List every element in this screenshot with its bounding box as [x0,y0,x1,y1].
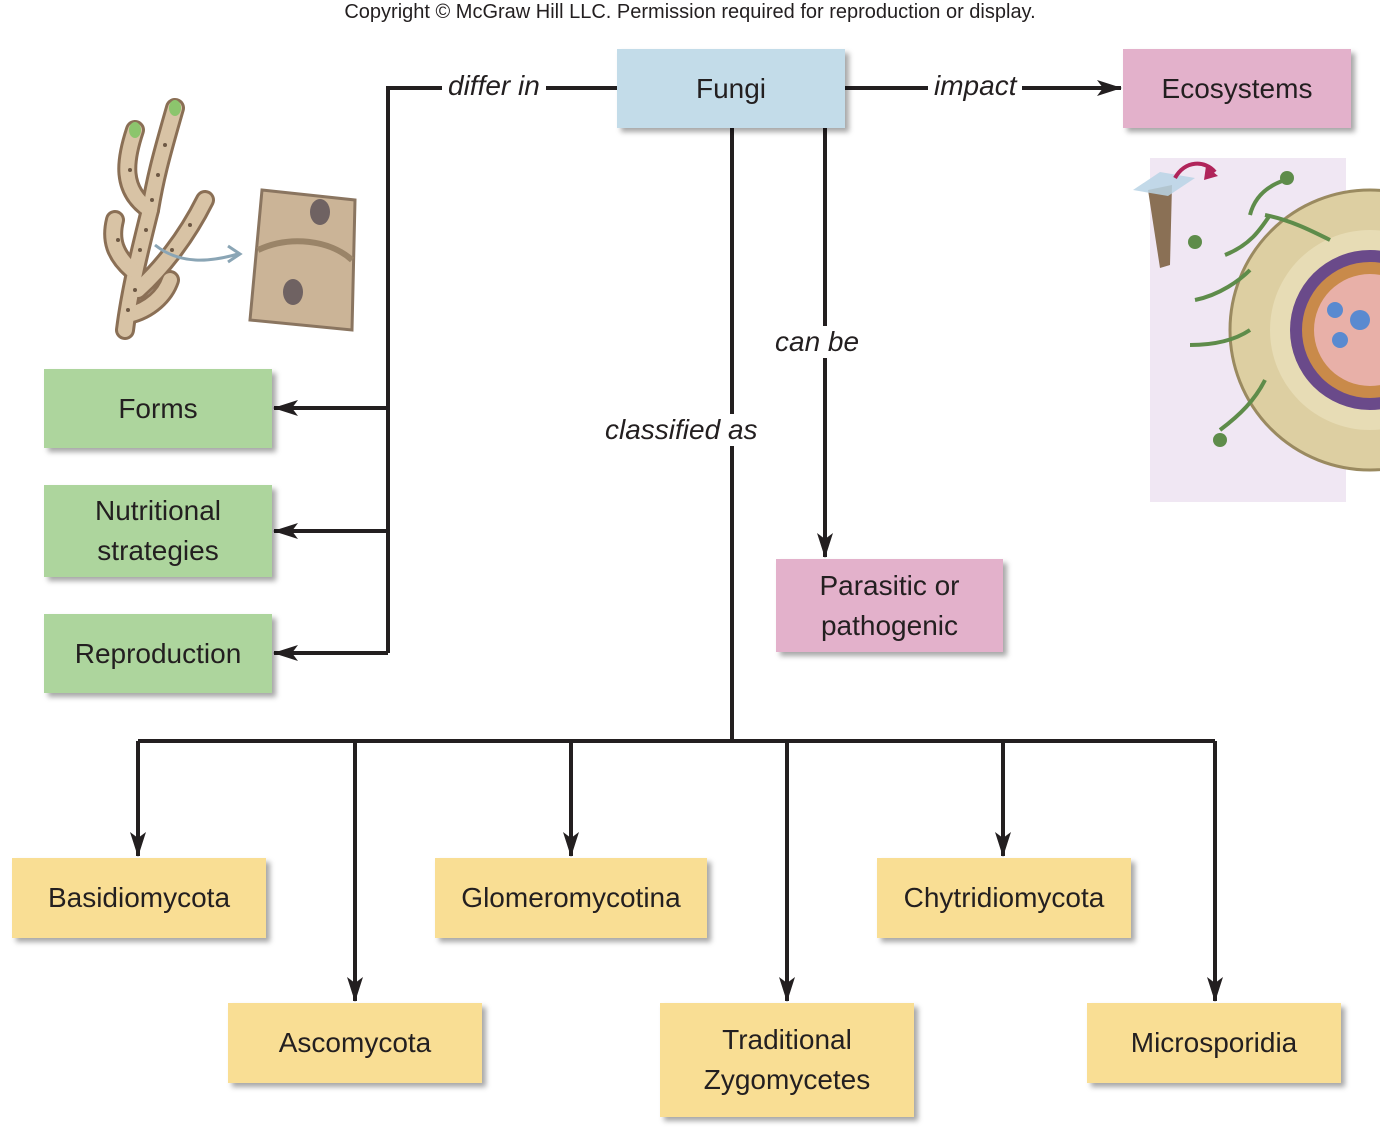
edge-label-impact: impact [928,70,1023,102]
node-reproduction: Reproduction [44,614,272,693]
node-forms: Forms [44,369,272,448]
mycorrhiza-illustration [1133,158,1380,502]
node-fungi: Fungi [617,49,845,128]
edge-label-can-be: can be [769,326,866,358]
node-microsporidia: Microsporidia [1087,1003,1341,1083]
edge-label-differ-in: differ in [442,70,546,102]
edge-label-classified-as: classified as [599,414,764,446]
node-glomeromycotina: Glomeromycotina [435,858,707,938]
edge-fungi-differ-in [386,86,617,653]
hyphae-illustration [103,98,357,340]
copyright-notice: Copyright © McGraw Hill LLC. Permission … [344,1,1036,23]
node-ecosystems: Ecosystems [1123,49,1351,128]
node-parasitic-or-pathogenic: Parasitic or pathogenic [776,559,1003,652]
node-chytridiomycota: Chytridiomycota [877,858,1131,938]
node-basidiomycota: Basidiomycota [12,858,266,938]
node-traditional-zygomycetes: Traditional Zygomycetes [660,1003,914,1117]
node-ascomycota: Ascomycota [228,1003,482,1083]
node-nutritional-strategies: Nutritional strategies [44,485,272,577]
